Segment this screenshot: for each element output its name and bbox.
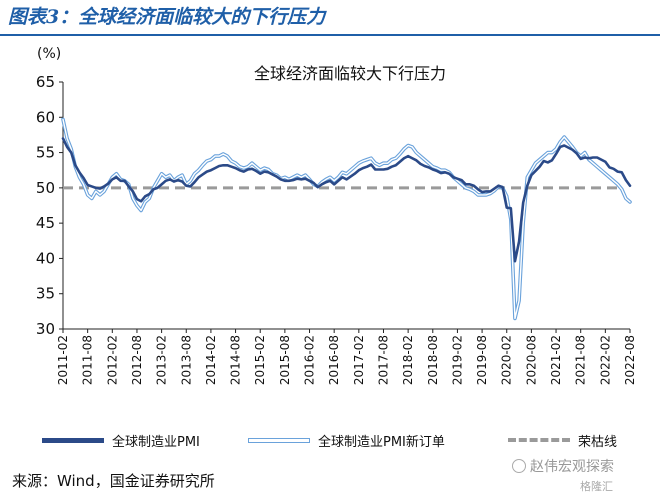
x-tick-label: 2016-08 xyxy=(327,335,341,385)
y-tick-label: 30 xyxy=(36,320,55,338)
legend-label-threshold: 荣枯线 xyxy=(578,434,618,450)
chart-title: 全球经济面临较大下行压力 xyxy=(253,64,446,83)
legend-item-threshold: 荣枯线 xyxy=(508,426,617,454)
watermark-text: 赵伟宏观探索 xyxy=(530,459,614,475)
figure-title: 图表3：全球经济面临较大的下行压力 xyxy=(8,6,326,28)
x-tick-label: 2013-08 xyxy=(179,335,193,385)
y-tick-label: 65 xyxy=(36,73,55,91)
series-pmi-line xyxy=(61,137,632,263)
legend-swatch-new-orders xyxy=(248,437,310,443)
y-axis-unit: (%) xyxy=(37,46,62,62)
x-tick-label: 2022-08 xyxy=(623,335,637,385)
legend-label-new-orders: 全球制造业PMI新订单 xyxy=(318,434,445,450)
x-tick-label: 2020-02 xyxy=(500,335,514,385)
x-tick-label: 2017-02 xyxy=(352,335,366,385)
series-new-orders-line xyxy=(61,117,632,321)
watermark: 赵伟宏观探索 xyxy=(512,456,614,476)
x-tick-label: 2015-02 xyxy=(253,335,267,385)
x-tick-label: 2013-02 xyxy=(155,335,169,385)
title-rule xyxy=(0,34,660,36)
y-tick-label: 50 xyxy=(36,179,55,197)
x-tick-label: 2015-08 xyxy=(278,335,292,385)
x-tick-label: 2014-08 xyxy=(229,335,243,385)
brand-mark: 格隆汇 xyxy=(580,480,613,493)
x-tick-label: 2016-02 xyxy=(303,335,317,385)
x-tick-label: 2018-08 xyxy=(426,335,440,385)
x-tick-label: 2019-08 xyxy=(475,335,489,385)
x-tick-label: 2022-02 xyxy=(598,335,612,385)
x-tick-label: 2020-08 xyxy=(524,335,538,385)
x-tick-label: 2021-08 xyxy=(574,335,588,385)
legend: 全球制造业PMI 全球制造业PMI新订单 荣枯线 xyxy=(0,426,660,454)
x-tick-label: 2014-02 xyxy=(204,335,218,385)
y-tick-label: 35 xyxy=(36,285,55,303)
legend-swatch-pmi xyxy=(42,437,104,443)
y-tick-label: 45 xyxy=(36,214,55,232)
x-tick-label: 2012-02 xyxy=(105,335,119,385)
y-tick-label: 40 xyxy=(36,249,55,267)
x-tick-label: 2019-02 xyxy=(450,335,464,385)
y-tick-label: 55 xyxy=(36,144,55,162)
legend-swatch-threshold xyxy=(508,438,570,442)
x-tick-label: 2017-08 xyxy=(376,335,390,385)
x-tick-label: 2021-02 xyxy=(549,335,563,385)
x-tick-label: 2012-08 xyxy=(130,335,144,385)
x-tick-label: 2018-02 xyxy=(401,335,415,385)
source-note: 来源：Wind，国金证券研究所 xyxy=(12,472,215,490)
y-tick-label: 60 xyxy=(36,108,55,126)
line-chart: 30 35 40 45 50 55 60 65 2011-02 2011-08 2012-02 201… xyxy=(36,73,637,385)
wechat-icon xyxy=(512,459,526,473)
series-new-orders-line-inner xyxy=(62,118,631,320)
legend-item-new-orders: 全球制造业PMI新订单 xyxy=(248,426,445,454)
legend-label-pmi: 全球制造业PMI xyxy=(112,434,200,450)
legend-item-pmi: 全球制造业PMI xyxy=(42,426,200,454)
x-tick-label: 2011-08 xyxy=(81,335,95,385)
x-tick-label: 2011-02 xyxy=(56,335,70,385)
